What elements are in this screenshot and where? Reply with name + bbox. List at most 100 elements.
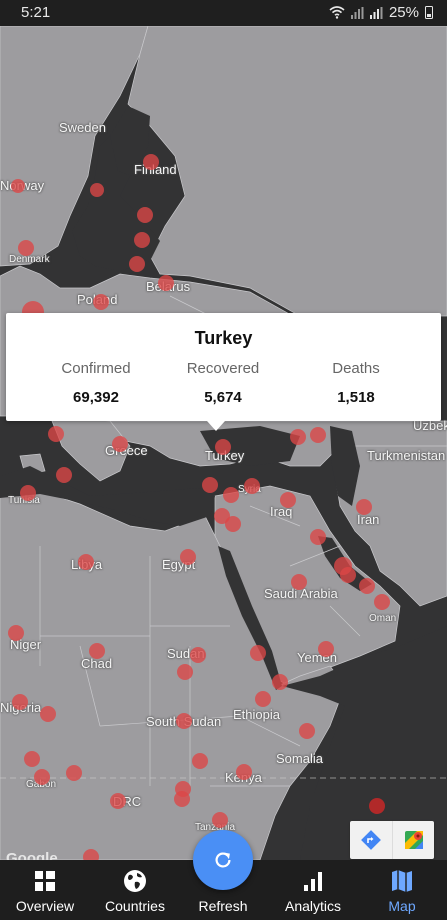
directions-button[interactable]: [350, 821, 392, 859]
case-marker[interactable]: [112, 436, 128, 452]
stat-value: 69,392: [73, 389, 119, 406]
case-marker[interactable]: [310, 529, 326, 545]
case-marker[interactable]: [340, 567, 356, 583]
label-turkmenistan: Turkmenistan: [367, 448, 446, 463]
battery-icon: [425, 6, 433, 19]
case-marker[interactable]: [93, 294, 109, 310]
google-logo: Google: [6, 850, 58, 860]
case-marker[interactable]: [223, 487, 239, 503]
label-oman: Oman: [369, 613, 397, 624]
label-sweden: Sweden: [59, 120, 106, 135]
wifi-icon: [329, 6, 345, 19]
label-tunisia: Tunisia: [8, 495, 40, 506]
case-marker[interactable]: [272, 674, 288, 690]
case-marker[interactable]: [290, 429, 306, 445]
directions-icon: [361, 830, 381, 850]
case-marker[interactable]: [78, 554, 94, 570]
popup-country-name: Turkey: [194, 328, 253, 348]
case-marker[interactable]: [176, 713, 192, 729]
stat-value: 1,518: [337, 389, 375, 406]
open-google-maps-button[interactable]: [392, 821, 434, 859]
label-turkey: Turkey: [205, 448, 245, 463]
case-marker[interactable]: [202, 477, 218, 493]
case-marker[interactable]: [174, 791, 190, 807]
case-marker[interactable]: [225, 516, 241, 532]
case-marker[interactable]: [359, 578, 375, 594]
stat-recovered: Recovered 5,674: [163, 360, 283, 406]
case-marker[interactable]: [143, 154, 159, 170]
popup-pointer: [207, 421, 225, 431]
case-marker[interactable]: [310, 427, 326, 443]
nav-map[interactable]: Map: [372, 860, 432, 920]
case-marker[interactable]: [255, 691, 271, 707]
nav-refresh[interactable]: Refresh: [188, 860, 258, 920]
case-marker[interactable]: [236, 764, 252, 780]
nav-refresh-label: Refresh: [198, 898, 248, 914]
case-marker[interactable]: [56, 467, 72, 483]
case-marker[interactable]: [12, 694, 28, 710]
case-marker[interactable]: [356, 499, 372, 515]
case-marker[interactable]: [318, 641, 334, 657]
case-marker[interactable]: [299, 723, 315, 739]
case-marker[interactable]: [90, 183, 104, 197]
grid-icon: [35, 871, 55, 891]
nav-countries[interactable]: Countries: [98, 860, 172, 920]
case-marker[interactable]: [134, 232, 150, 248]
globe-icon: [124, 870, 146, 892]
google-maps-icon: [404, 831, 423, 849]
stat-label: Recovered: [186, 360, 260, 377]
case-marker[interactable]: [40, 706, 56, 722]
signal-icon-sim2: [369, 6, 383, 19]
label-ethiopia: Ethiopia: [233, 707, 280, 722]
case-marker[interactable]: [291, 574, 307, 590]
case-marker[interactable]: [190, 647, 206, 663]
status-icons: 25%: [329, 4, 433, 21]
status-time: 5:21: [21, 4, 51, 21]
case-marker[interactable]: [83, 849, 99, 860]
case-marker[interactable]: [250, 645, 266, 661]
case-marker-turkey[interactable]: [215, 439, 231, 455]
case-marker[interactable]: [48, 426, 64, 442]
case-marker[interactable]: [374, 594, 390, 610]
stat-deaths: Deaths 1,518: [296, 360, 416, 406]
case-marker[interactable]: [129, 256, 145, 272]
nav-overview[interactable]: Overview: [10, 860, 80, 920]
country-info-popup[interactable]: Turkey Confirmed 69,392 Recovered 5,674 …: [6, 313, 441, 421]
bar-chart-icon: [304, 872, 322, 891]
refresh-icon: [215, 852, 231, 868]
stat-value: 5,674: [204, 389, 242, 406]
case-marker[interactable]: [137, 207, 153, 223]
case-marker[interactable]: [244, 478, 260, 494]
case-marker[interactable]: [66, 765, 82, 781]
case-marker[interactable]: [192, 753, 208, 769]
map-view[interactable]: Sweden Finland Norway Denmark Poland Bel…: [0, 26, 447, 860]
case-marker[interactable]: [369, 798, 385, 814]
case-marker[interactable]: [280, 492, 296, 508]
case-marker[interactable]: [18, 240, 34, 256]
nav-analytics[interactable]: Analytics: [278, 860, 348, 920]
case-marker[interactable]: [177, 664, 193, 680]
label-iran: Iran: [357, 512, 380, 527]
case-marker[interactable]: [24, 751, 40, 767]
case-marker[interactable]: [20, 485, 36, 501]
case-marker[interactable]: [110, 793, 126, 809]
case-marker[interactable]: [180, 549, 196, 565]
label-somalia: Somalia: [276, 751, 323, 766]
case-marker[interactable]: [34, 769, 50, 785]
case-marker[interactable]: [212, 812, 228, 828]
case-marker[interactable]: [11, 179, 25, 193]
status-bar: 5:21 25%: [0, 0, 447, 26]
case-marker[interactable]: [89, 643, 105, 659]
label-tanzania: Tanzania: [195, 822, 236, 833]
signal-icon: [350, 6, 364, 19]
case-marker[interactable]: [158, 275, 174, 291]
case-marker[interactable]: [8, 625, 24, 641]
map-toolbar: [350, 821, 434, 859]
label-saudi-arabia: Saudi Arabia: [264, 586, 338, 601]
battery-percent: 25%: [388, 4, 419, 21]
label-chad: Chad: [81, 656, 113, 671]
refresh-fab[interactable]: [193, 830, 253, 890]
label-uzbek: Uzbek: [413, 418, 447, 433]
nav-analytics-label: Analytics: [284, 898, 342, 914]
nav-overview-label: Overview: [15, 898, 75, 914]
